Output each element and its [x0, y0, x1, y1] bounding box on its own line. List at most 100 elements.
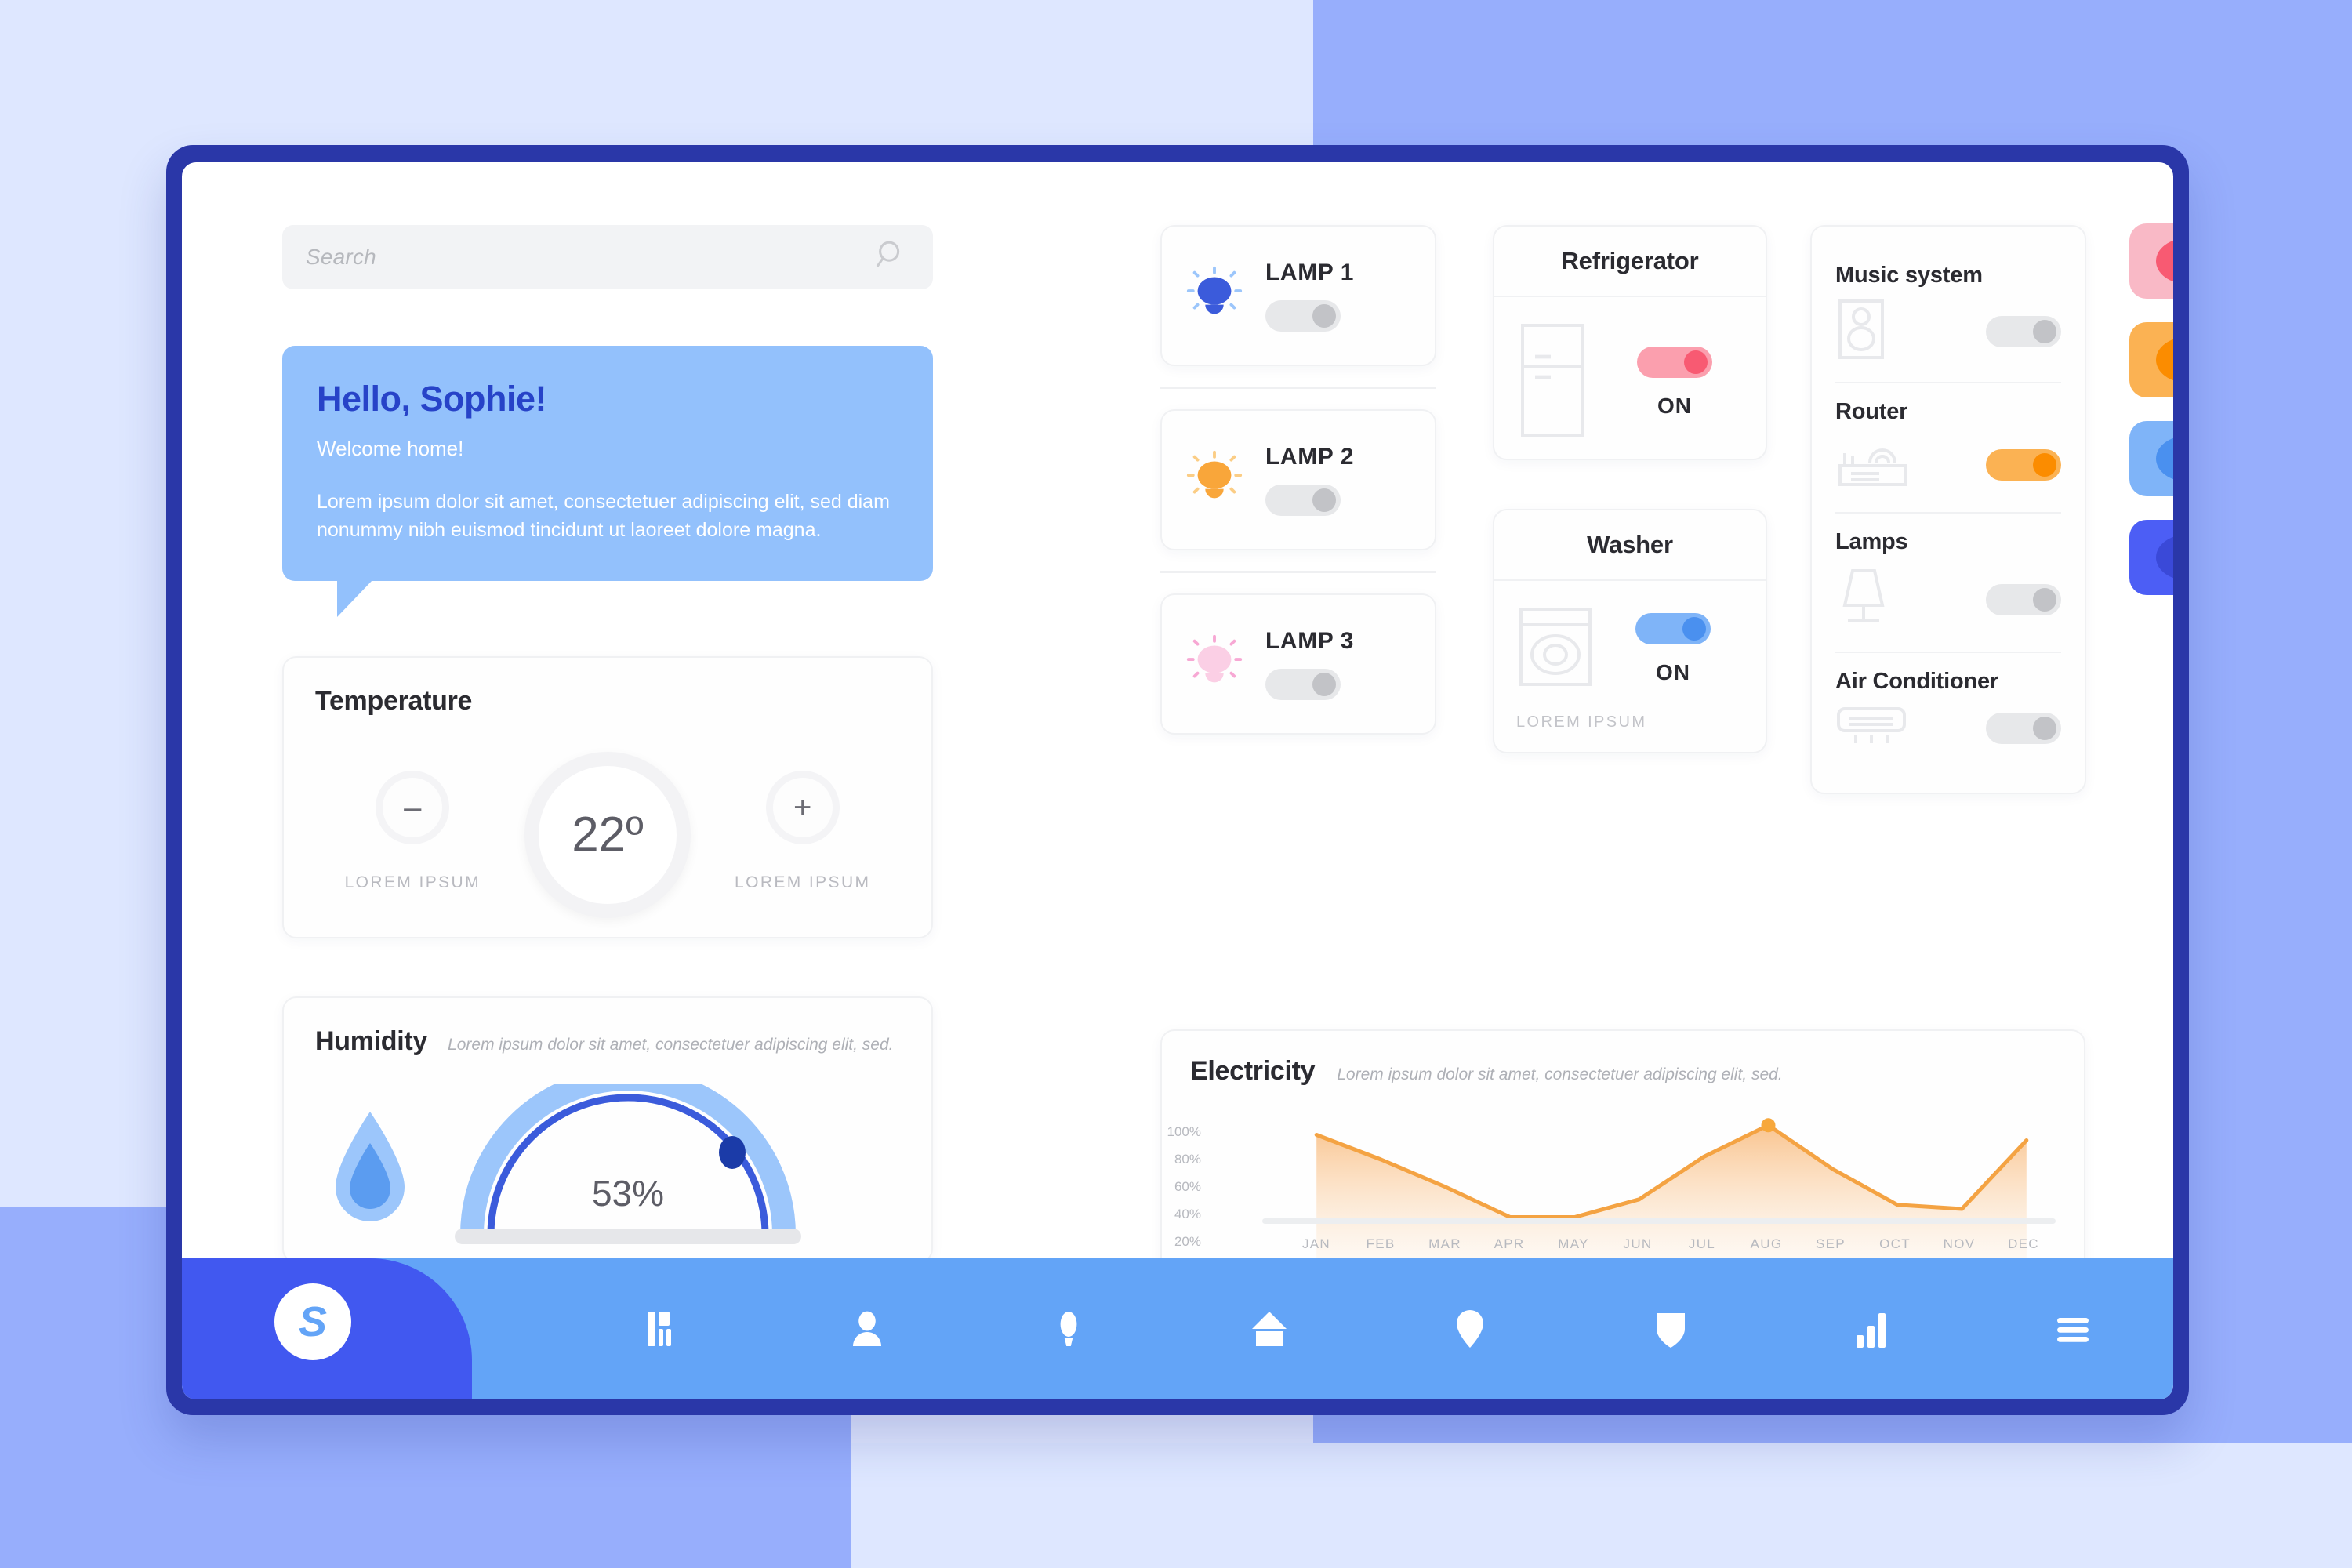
humidity-card: Humidity Lorem ipsum dolor sit amet, con… — [282, 996, 933, 1263]
toggle-knob — [2033, 319, 2056, 343]
plus-icon: + — [2156, 337, 2173, 383]
temperature-title: Temperature — [315, 685, 473, 716]
welcome-subtitle: Welcome home! — [317, 437, 464, 460]
toggle-knob — [1312, 673, 1336, 696]
device-row-air-conditioner[interactable]: Air Conditioner — [1835, 652, 2061, 769]
search-input[interactable]: Search — [282, 225, 933, 289]
lamp-toggle-2[interactable] — [1265, 485, 1341, 516]
lamp-name-3: LAMP 3 — [1265, 628, 1355, 654]
device-list-panel: Music system Router — [1810, 225, 2086, 794]
dashboard-icon[interactable] — [644, 1307, 688, 1351]
hamburger-menu-icon[interactable] — [2051, 1307, 2095, 1351]
lamp-column: LAMP 1 — [1160, 225, 1436, 735]
washer-caption: LOREM IPSUM — [1516, 713, 1647, 731]
lamp-toggle-3[interactable] — [1265, 669, 1341, 700]
speaker-icon — [1835, 298, 1887, 365]
search-placeholder: Search — [306, 245, 376, 269]
welcome-title: Hello, Sophie! — [317, 379, 547, 419]
chart-x-tick: MAY — [1558, 1236, 1589, 1251]
chart-header: Electricity Lorem ipsum dolor sit amet, … — [1190, 1056, 2056, 1087]
add-button-blue[interactable]: + — [2129, 421, 2173, 496]
temperature-decrease-button[interactable]: – — [383, 777, 443, 837]
washer-state: ON — [1656, 659, 1690, 684]
lamp-card-1[interactable]: LAMP 1 — [1160, 225, 1436, 366]
water-drop-icon — [329, 1109, 411, 1230]
lamp-divider-1 — [1160, 387, 1436, 389]
chart-x-tick: APR — [1494, 1236, 1525, 1251]
add-button-orange[interactable]: + — [2129, 322, 2173, 397]
device-toggle-music-system[interactable] — [1986, 315, 2061, 347]
shield-icon[interactable] — [1649, 1307, 1693, 1351]
device-name-music-system: Music system — [1835, 263, 1983, 288]
chart-y-tick: 20% — [1174, 1234, 1201, 1249]
washer-header: Washer — [1494, 510, 1766, 581]
humidity-gauge[interactable]: 53% — [455, 1066, 801, 1247]
left-column: Search Hello, Sophie! Welcome home! Lore… — [282, 225, 933, 1263]
temperature-increase-button[interactable]: + — [772, 777, 833, 837]
washer-title: Washer — [1587, 531, 1673, 558]
user-icon[interactable] — [845, 1307, 889, 1351]
bulb-icon[interactable] — [1047, 1307, 1091, 1351]
humidity-value: 53% — [591, 1172, 665, 1214]
chart-x-tick: SEP — [1816, 1236, 1846, 1251]
device-toggle-air-conditioner[interactable] — [1986, 712, 2061, 744]
device-toggle-router[interactable] — [1986, 448, 2061, 481]
bar-chart-icon[interactable] — [1850, 1307, 1894, 1351]
chart-x-axis: JAN FEB MAR APR MAY JUN JUL AUG SEP OCT NOV DEC — [1284, 1236, 2056, 1252]
bulb-icon — [1184, 632, 1245, 697]
chart-x-tick: DEC — [2008, 1236, 2039, 1251]
plus-icon: + — [2156, 535, 2173, 580]
washer-icon — [1516, 604, 1595, 693]
washer-controls: ON — [1635, 612, 1711, 685]
air-conditioner-icon — [1835, 704, 1911, 752]
refrigerator-title: Refrigerator — [1561, 247, 1699, 274]
humidity-subtitle: Lorem ipsum dolor sit amet, consectetuer… — [448, 1035, 894, 1054]
refrigerator-state: ON — [1657, 393, 1692, 418]
chart-y-tick: 40% — [1174, 1207, 1201, 1221]
device-name-air-conditioner: Air Conditioner — [1835, 669, 1999, 694]
app-logo[interactable]: S — [274, 1283, 351, 1360]
bulb-icon — [1184, 448, 1245, 513]
chart-y-tick: 100% — [1167, 1124, 1201, 1139]
add-button-indigo[interactable]: + — [2129, 520, 2173, 595]
temperature-right-caption: LOREM IPSUM — [735, 873, 871, 891]
refrigerator-icon — [1516, 321, 1588, 444]
device-row-music-system[interactable]: Music system — [1835, 247, 2061, 382]
humidity-gauge-base — [455, 1228, 801, 1244]
lamp-toggle-1[interactable] — [1265, 300, 1341, 332]
tablet-frame: Search Hello, Sophie! Welcome home! Lore… — [166, 145, 2189, 1415]
chart-y-tick: 80% — [1174, 1152, 1201, 1167]
chart-x-tick: OCT — [1879, 1236, 1911, 1251]
chart-y-tick: 60% — [1174, 1179, 1201, 1194]
device-row-lamps[interactable]: Lamps — [1835, 512, 2061, 652]
location-pin-icon[interactable] — [1448, 1307, 1492, 1351]
lamp-info-3: LAMP 3 — [1265, 628, 1354, 700]
lamp-info-2: LAMP 2 — [1265, 444, 1354, 516]
temperature-decrease-group: – LOREM IPSUM — [344, 777, 481, 892]
refrigerator-toggle[interactable] — [1637, 346, 1712, 378]
washer-body: ON — [1494, 581, 1766, 713]
welcome-body-text: Lorem ipsum dolor sit amet, consectetuer… — [317, 491, 890, 542]
device-row-router[interactable]: Router — [1835, 382, 2061, 512]
add-button-pink[interactable]: + — [2129, 223, 2173, 299]
chart-x-tick: JUN — [1623, 1236, 1653, 1251]
temperature-dial[interactable]: 22º — [524, 751, 691, 918]
lamp-card-3[interactable]: LAMP 3 — [1160, 593, 1436, 735]
refrigerator-controls: ON — [1637, 346, 1712, 419]
device-line-router — [1835, 434, 2061, 495]
device-toggle-lamps[interactable] — [1986, 583, 2061, 615]
washer-toggle[interactable] — [1635, 612, 1711, 644]
chart-x-tick: NOV — [1943, 1236, 1976, 1251]
search-icon[interactable] — [873, 238, 909, 278]
chart-x-tick: AUG — [1750, 1236, 1783, 1251]
house-icon[interactable] — [1247, 1307, 1291, 1351]
dashboard-screen: Search Hello, Sophie! Welcome home! Lore… — [182, 162, 2173, 1399]
device-name-router: Router — [1835, 399, 1908, 424]
temperature-left-caption: LOREM IPSUM — [344, 873, 481, 891]
toggle-knob — [2033, 587, 2056, 612]
device-line-lamps — [1835, 564, 2061, 634]
humidity-header: Humidity Lorem ipsum dolor sit amet, con… — [315, 1026, 900, 1057]
lamp-card-2[interactable]: LAMP 2 — [1160, 409, 1436, 550]
plus-icon: + — [2156, 238, 2173, 284]
nav-icon-group — [644, 1307, 2095, 1351]
